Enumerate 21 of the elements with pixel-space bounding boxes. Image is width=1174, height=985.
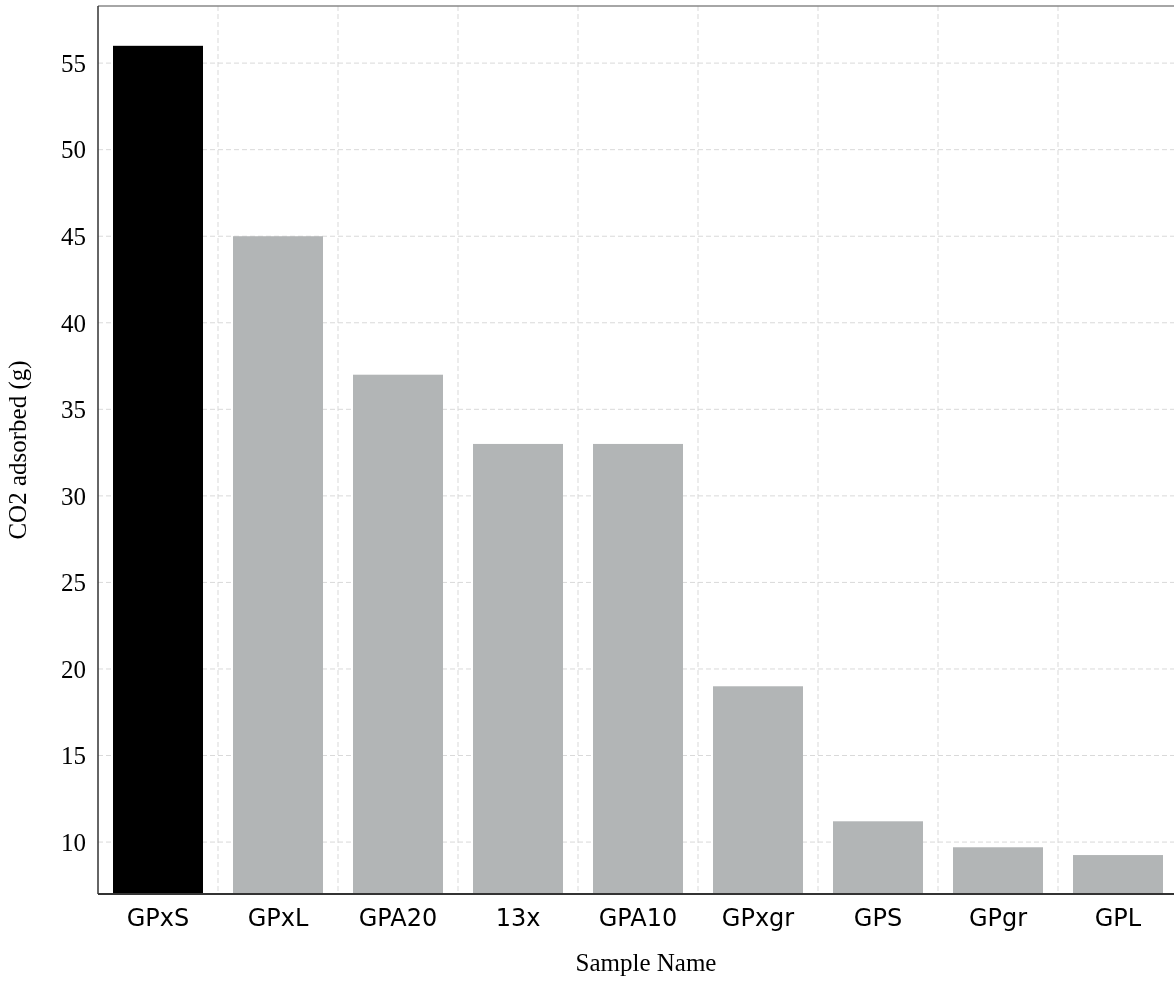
y-tick-label: 10 (61, 828, 86, 856)
x-axis-title: Sample Name (575, 949, 717, 976)
x-tick-label: GPxL (247, 904, 309, 932)
y-tick-label: 45 (61, 222, 86, 250)
x-tick-label: 13x (495, 904, 541, 932)
x-tick-label: GPL (1094, 904, 1142, 932)
y-tick-label: 55 (61, 49, 86, 77)
x-tick-label: GPA20 (358, 904, 438, 932)
x-tick-label: GPS (853, 904, 903, 932)
y-tick-label: 35 (61, 396, 86, 424)
y-tick-label: 40 (61, 309, 86, 337)
x-tick-label: GPgr (968, 904, 1028, 932)
y-tick-label: 25 (61, 569, 86, 597)
y-tick-label: 30 (61, 482, 86, 510)
x-tick-label: GPA10 (598, 904, 678, 932)
y-tick-label: 50 (61, 136, 86, 164)
x-tick-label: GPxgr (721, 904, 795, 932)
x-tick-label: GPxS (126, 904, 190, 932)
y-axis-title: CO2 adsorbed (g) (4, 360, 32, 540)
y-tick-label: 20 (61, 655, 86, 683)
y-tick-label: 15 (61, 742, 86, 770)
